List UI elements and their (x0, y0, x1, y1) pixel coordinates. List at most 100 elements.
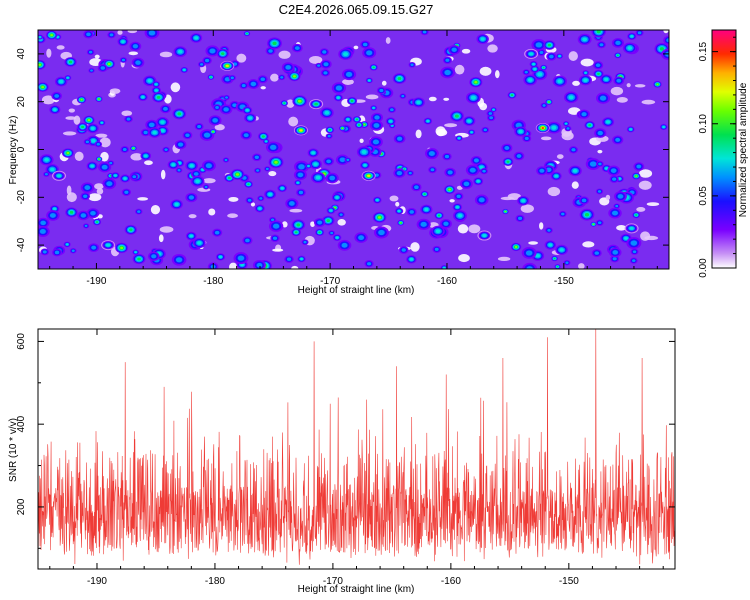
heatmap-blob (393, 168, 406, 178)
heatmap-blob (77, 122, 89, 132)
heatmap-blob (194, 122, 204, 131)
heatmap-blob (131, 57, 145, 68)
heatmap-blob (420, 30, 429, 36)
heatmap-blob (455, 135, 463, 142)
heatmap-blob (190, 175, 205, 187)
heatmap-low-patch (128, 51, 139, 56)
heatmap-blob (291, 228, 302, 237)
heatmap-blob (558, 210, 567, 218)
heatmap-blob (399, 93, 407, 99)
heatmap-low-patch (188, 214, 197, 219)
heatmap-hot-spot (309, 99, 324, 110)
heatmap-blob (536, 166, 548, 176)
heatmap-low-patch (229, 262, 238, 269)
heatmap-blob (585, 158, 601, 170)
heatmap-background (38, 30, 669, 269)
heatmap-low-patch (159, 51, 173, 58)
heatmap-low-patch (610, 86, 624, 96)
heatmap-hot-spot (624, 223, 639, 234)
heatmap-low-patch (270, 73, 279, 82)
heatmap-blob (65, 207, 78, 218)
heatmap-blob (301, 239, 309, 245)
heatmap-blob (323, 157, 334, 166)
heatmap-blob (38, 217, 50, 228)
heatmap-blob (162, 146, 170, 153)
heatmap-low-patch (458, 254, 470, 263)
heatmap-low-patch (94, 183, 104, 190)
heatmap-blob (291, 219, 306, 231)
heatmap-blob (591, 249, 602, 258)
heatmap-blob (364, 260, 374, 268)
heatmap-blob (82, 223, 90, 229)
heatmap-blob (592, 61, 604, 70)
heatmap-low-patch (160, 169, 166, 180)
heatmap-blob (49, 105, 61, 115)
heatmap-blob (278, 74, 286, 81)
heatmap-blob (120, 174, 131, 183)
snr-x-tick-label: -160 (441, 576, 461, 587)
heatmap-blob (502, 208, 509, 215)
heatmap-low-patch (46, 48, 52, 58)
heatmap-low-patch (640, 231, 651, 241)
heatmap-blob (88, 243, 100, 253)
heatmap-blob (522, 262, 538, 269)
heatmap-low-patch (99, 137, 111, 148)
heatmap-blob (242, 236, 253, 245)
heatmap-blob (140, 128, 151, 137)
heatmap-blob (408, 61, 416, 68)
heatmap-blob (376, 86, 386, 95)
heatmap-blob (270, 234, 280, 242)
heatmap-blob (242, 106, 253, 115)
heatmap-low-patch (479, 66, 492, 76)
heatmap-blob (205, 45, 220, 57)
heatmap-low-patch (62, 131, 77, 136)
heatmap-blob (577, 33, 592, 45)
heatmap-low-patch (457, 224, 469, 234)
heatmap-blob (630, 248, 639, 255)
heatmap-blob (444, 167, 456, 177)
snr-x-tick-label: -170 (323, 576, 343, 587)
heatmap-blob (596, 160, 604, 168)
snr-y-tick-label: 200 (16, 498, 27, 515)
heatmap-blob (470, 155, 483, 165)
heatmap-low-patch (96, 188, 104, 195)
heatmap-blob (38, 226, 50, 237)
heatmap-low-patch (626, 83, 631, 88)
heatmap-blob (331, 193, 343, 202)
heatmap-blob (540, 102, 548, 109)
heatmap-hot-spot (52, 170, 67, 181)
heatmap-low-patch (208, 208, 216, 216)
heatmap-blob (337, 211, 345, 218)
heatmap-blob (593, 69, 604, 78)
heatmap-blob (95, 96, 103, 103)
heatmap-blob (608, 247, 622, 258)
heatmap-blob (230, 168, 245, 180)
colorbar-tick-label: 0.00 (698, 258, 709, 278)
heatmap-blob (360, 161, 370, 170)
heatmap-blob (476, 34, 489, 45)
heatmap-blob (52, 248, 63, 257)
colorbar-tick-label: 0.10 (698, 114, 709, 134)
heatmap-blob (207, 74, 215, 80)
heatmap-blob (373, 196, 382, 204)
snr-x-tick-label: -150 (559, 576, 579, 587)
heatmap-blob (244, 180, 253, 188)
heatmap-blob (393, 134, 406, 144)
heatmap-blob (486, 110, 495, 117)
heatmap-blob (97, 64, 108, 72)
heatmap-blob (338, 48, 353, 60)
heatmap-low-patch (159, 226, 174, 233)
heatmap-low-patch (444, 123, 458, 128)
heatmap-blob (622, 42, 637, 54)
heatmap-low-patch (646, 202, 660, 207)
heatmap-blob (406, 170, 414, 176)
heatmap-low-patch (227, 213, 238, 218)
snr-y-tick-label: 400 (16, 415, 27, 432)
heatmap-blob (190, 33, 203, 43)
heatmap-blob (319, 48, 329, 56)
heatmap-hot-spot (535, 122, 550, 133)
heatmap-blob (550, 171, 562, 181)
heatmap-blob (507, 91, 517, 99)
heatmap-blob (243, 31, 251, 37)
heatmap-blob (515, 214, 525, 222)
